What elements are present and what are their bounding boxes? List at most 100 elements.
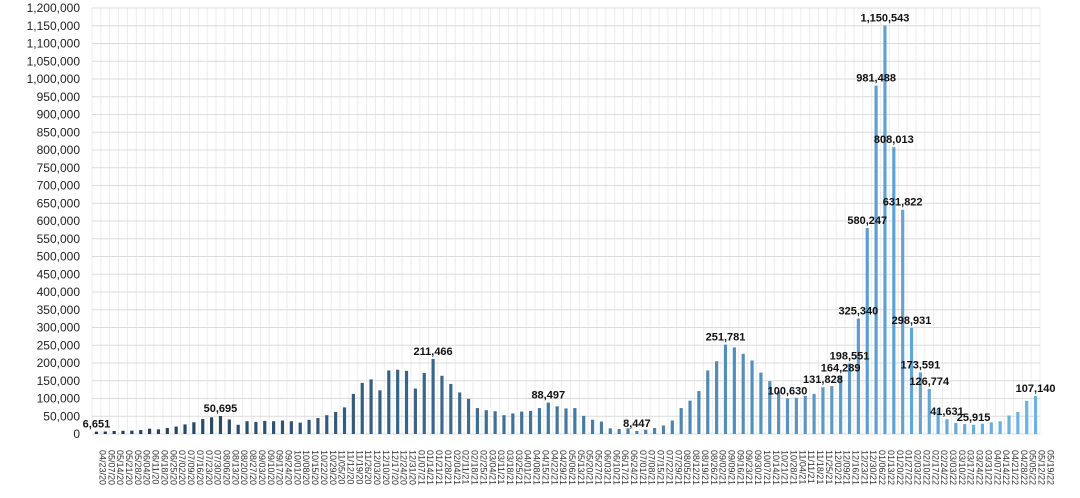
x-tick-label: 02/18/21: [470, 450, 480, 485]
x-tick-label: 09/02/21: [718, 450, 728, 485]
bar: [582, 415, 586, 434]
x-tick-label: 06/10/21: [611, 450, 621, 485]
bar: [750, 360, 754, 434]
y-tick-label: 1,100,000: [27, 37, 81, 51]
data-label: 981,488: [856, 73, 896, 85]
bar: [334, 411, 338, 434]
bar: [936, 409, 940, 434]
bar: [688, 400, 692, 434]
x-tick-label: 06/24/21: [629, 450, 639, 485]
y-tick-label: 450,000: [37, 267, 81, 281]
x-tick-label: 08/19/21: [700, 450, 710, 485]
bar: [794, 397, 798, 434]
bar: [732, 347, 736, 434]
bar: [1007, 415, 1011, 434]
bar: [458, 392, 462, 434]
x-tick-label: 07/09/20: [186, 450, 196, 485]
x-tick-label: 03/25/21: [514, 450, 524, 485]
x-tick-label: 10/22/20: [319, 450, 329, 485]
bar: [971, 424, 976, 434]
bar: [369, 379, 373, 434]
x-tick-label: 09/09/21: [726, 450, 736, 485]
x-tick-label: 03/17/22: [966, 450, 976, 485]
x-tick-label: 10/07/21: [762, 450, 772, 485]
y-tick-label: 600,000: [37, 214, 81, 228]
x-tick-label: 03/18/21: [505, 450, 515, 485]
bar: [449, 383, 453, 434]
bar: [874, 85, 878, 434]
x-tick-label: 06/03/21: [602, 450, 612, 485]
bar: [192, 422, 196, 434]
bar: [670, 420, 674, 434]
grid-lines: [91, 7, 1041, 435]
y-tick-label: 800,000: [37, 143, 81, 157]
bar: [493, 411, 497, 434]
x-tick-label: 11/11/21: [806, 450, 816, 484]
bar: [661, 425, 666, 434]
x-tick-label: 04/29/21: [558, 450, 568, 485]
x-tick-label: 05/21/20: [124, 450, 134, 485]
x-tick-label: 01/27/22: [904, 450, 914, 485]
bar: [723, 344, 728, 434]
bar: [909, 327, 914, 434]
data-label: 1,150,543: [860, 13, 909, 25]
x-tick-label: 10/08/20: [301, 450, 311, 485]
bar: [528, 410, 533, 434]
data-label: 251,781: [706, 332, 746, 344]
bar: [263, 420, 267, 434]
data-label: 25,915: [957, 412, 991, 424]
bar: [644, 429, 648, 434]
bar: [165, 427, 169, 434]
x-tick-label: 05/12/22: [1037, 450, 1047, 485]
x-tick-label: 01/21/21: [434, 450, 444, 485]
bar: [520, 411, 524, 434]
data-label: 107,140: [1016, 383, 1056, 395]
x-tick-label: 05/06/21: [567, 450, 577, 485]
bar: [245, 421, 249, 434]
x-tick-label: 10/29/20: [328, 450, 338, 485]
x-tick-label: 12/03/20: [372, 450, 382, 485]
bar: [697, 391, 701, 434]
bar: [475, 408, 479, 434]
x-tick-label: 07/01/21: [638, 450, 648, 485]
x-tick-label: 11/25/21: [824, 450, 834, 484]
x-tick-label: 04/28/22: [1019, 450, 1029, 485]
bar: [413, 388, 417, 434]
data-label: 298,931: [892, 315, 932, 327]
bar: [351, 393, 355, 434]
data-label: 41,631: [930, 406, 964, 418]
bar: [440, 375, 444, 434]
bar: [280, 420, 285, 434]
x-tick-label: 09/24/20: [283, 450, 293, 485]
y-tick-label: 200,000: [37, 356, 81, 370]
data-label: 126,774: [909, 376, 950, 388]
x-tick-label: 09/16/21: [735, 450, 745, 485]
bar: [298, 422, 302, 434]
x-tick-label: 02/17/22: [930, 450, 940, 485]
x-tick-label: 12/31/20: [408, 450, 418, 485]
y-tick-label: 850,000: [37, 125, 81, 139]
bar: [431, 358, 435, 434]
x-tick-label: 12/02/21: [833, 450, 843, 485]
bar: [502, 415, 506, 434]
bar: [989, 422, 993, 434]
bar: [325, 415, 329, 434]
x-tick-label: 08/13/20: [230, 450, 240, 485]
bar: [174, 426, 178, 434]
x-tick-label: 02/11/21: [461, 450, 471, 484]
x-tick-label: 04/01/21: [523, 450, 533, 485]
x-tick-label: 12/09/21: [842, 450, 852, 485]
y-tick-label: 400,000: [37, 285, 81, 299]
bars: [94, 25, 1038, 435]
x-tick-label: 04/22/21: [549, 450, 559, 485]
x-tick-label: 02/03/22: [913, 450, 923, 485]
bar: [945, 419, 949, 434]
bar: [839, 375, 843, 434]
x-tick-label: 04/23/20: [97, 450, 107, 485]
x-tick-label: 05/13/21: [576, 450, 586, 485]
x-tick-label: 11/26/20: [363, 450, 373, 484]
bar: [785, 398, 790, 434]
bar: [139, 430, 143, 434]
x-axis: 04/23/2005/07/2005/14/2005/21/2005/28/20…: [97, 450, 1055, 485]
